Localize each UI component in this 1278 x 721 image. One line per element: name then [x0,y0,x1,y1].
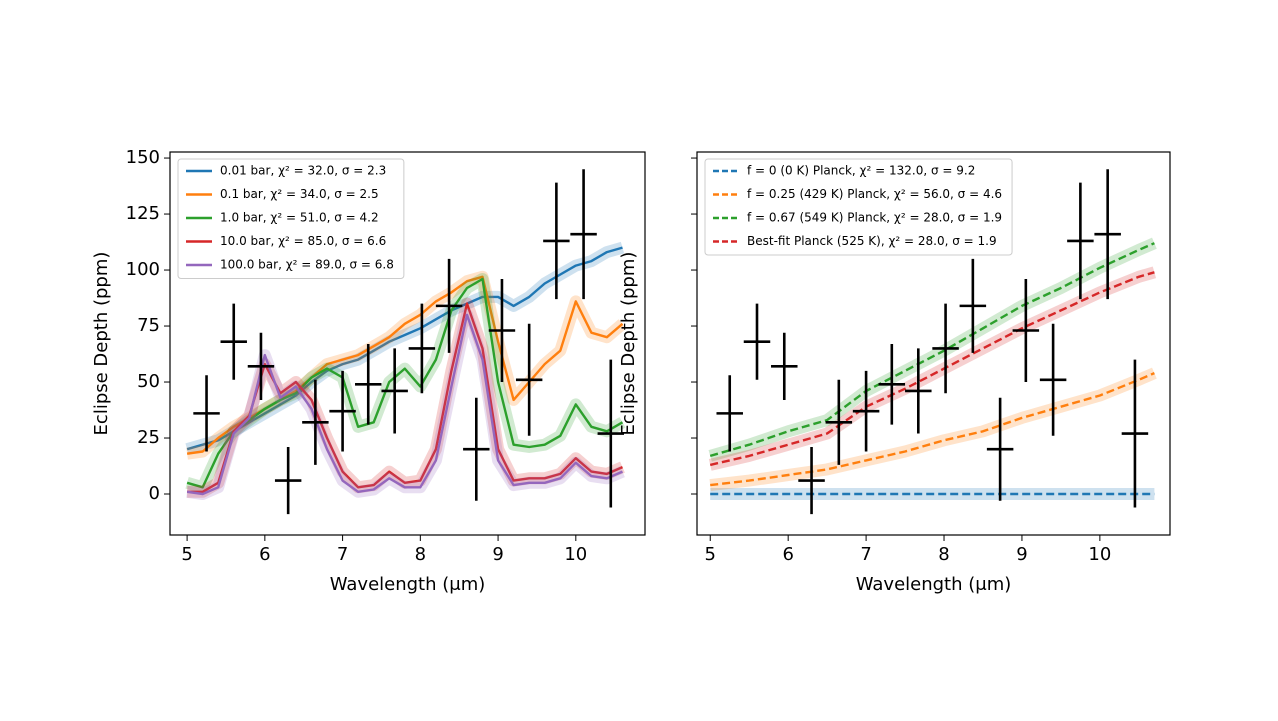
model-line [710,371,1155,487]
legend-box [177,158,405,279]
y-tick-label: 75 [137,315,160,336]
x-tick-label: 5 [181,544,192,565]
x-tick-label: 5 [705,544,716,565]
model-line [186,313,623,496]
model-line [187,302,623,493]
legend: 0.01 bar, χ² = 32.0, σ = 2.3 0.1 bar, χ² … [177,158,405,279]
legend-label: f = 0 (0 K) Planck, χ² = 132.0, σ = 9.2 [747,164,975,178]
model-line [709,242,1155,458]
x-tick-label: 9 [1016,544,1027,565]
y-tick-label: 100 [126,259,160,280]
x-tick-label: 10 [1088,544,1111,565]
plot-area [708,169,1157,515]
legend-label: f = 0.25 (429 K) Planck, χ² = 56.0, σ = … [747,187,1002,201]
x-tick-label: 7 [860,544,871,565]
panel: 5 6 7 8 9 10 Wavelength (μm) Eclipse Depth (ppm… [618,151,1171,595]
legend-label: f = 0.67 (549 K) Planck, χ² = 28.0, σ = … [747,211,1002,225]
model-line [709,271,1155,467]
model-line [186,246,623,451]
legend-box [704,158,1013,256]
legend-label: 0.1 bar, χ² = 34.0, σ = 2.5 [220,187,379,201]
y-tick-label: 0 [149,483,160,504]
x-tick-label: 8 [938,544,949,565]
x-tick-label: 6 [782,544,793,565]
x-tick-label: 9 [492,544,503,565]
legend-label: 0.01 bar, χ² = 32.0, σ = 2.3 [220,164,386,178]
legend-label: 10.0 bar, χ² = 85.0, σ = 6.6 [220,234,386,248]
legend-label: Best-fit Planck (525 K), χ² = 28.0, σ = … [747,234,997,248]
y-tick-label: 50 [137,371,160,392]
y-tick-label: 150 [126,147,160,168]
y-tick-label: 25 [137,427,160,448]
x-tick-label: 6 [259,544,270,565]
x-tick-label: 7 [337,544,348,565]
x-axis-label: Wavelength (μm) [856,574,1012,595]
legend-label: 100.0 bar, χ² = 89.0, σ = 6.8 [220,258,394,272]
model-line [186,277,624,489]
x-axis-label: Wavelength (μm) [330,574,486,595]
y-axis-label: Eclipse Depth (ppm) [618,252,639,436]
axes-frame [696,151,1171,536]
legend-label: 1.0 bar, χ² = 51.0, σ = 4.2 [220,211,379,225]
x-tick-label: 8 [415,544,426,565]
y-tick-label: 125 [126,203,160,224]
legend: f = 0 (0 K) Planck, χ² = 132.0, σ = 9.2 f… [704,158,1013,256]
x-tick-label: 10 [564,544,587,565]
y-axis-label: Eclipse Depth (ppm) [91,252,112,436]
axes-frame [169,151,646,536]
plot-area [185,169,627,515]
